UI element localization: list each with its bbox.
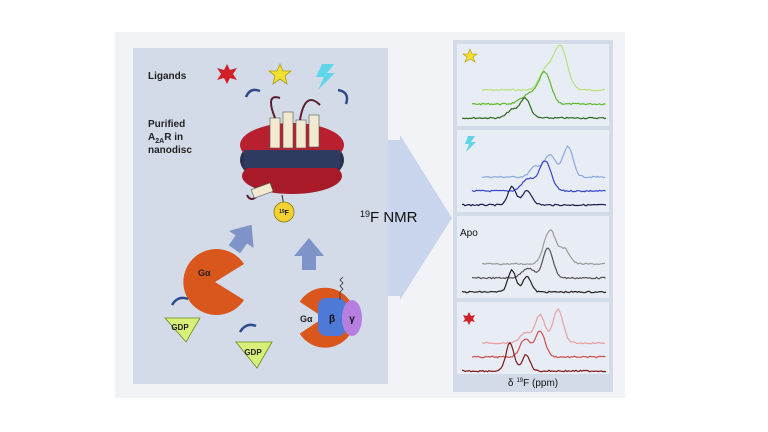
text-part: F NMR bbox=[370, 209, 418, 226]
marker-lightning bbox=[465, 136, 476, 152]
g-alpha-label: Gα bbox=[300, 314, 313, 324]
spectrum-trace bbox=[461, 268, 607, 294]
text-part: F (ppm) bbox=[523, 378, 558, 389]
up-arrow bbox=[228, 224, 254, 254]
text-part: δ bbox=[508, 378, 514, 389]
spectrum-trace bbox=[481, 229, 605, 266]
spectrum-trace bbox=[481, 308, 606, 345]
text-part: 19 bbox=[516, 378, 523, 384]
g-beta bbox=[318, 298, 346, 336]
spectra-box bbox=[457, 216, 609, 298]
fluorine-tag-label: 19F bbox=[279, 209, 290, 217]
spectra bbox=[461, 43, 607, 373]
text-part: 19 bbox=[360, 209, 370, 219]
big-arrow bbox=[388, 135, 452, 300]
g-beta-label: β bbox=[329, 314, 335, 325]
g-gamma-label: γ bbox=[349, 314, 355, 325]
spectra-box bbox=[457, 130, 609, 212]
fluorine-tag bbox=[273, 201, 295, 223]
g-alpha-free bbox=[183, 249, 244, 315]
text-part: R in bbox=[164, 132, 183, 143]
spectrum-trace bbox=[461, 341, 607, 373]
gdp-bound bbox=[235, 341, 273, 369]
text-part: Purified bbox=[148, 119, 185, 130]
text-part: A bbox=[148, 132, 155, 143]
spectrum-trace bbox=[461, 185, 607, 207]
g-gamma bbox=[342, 300, 362, 336]
text-part: nanodisc bbox=[148, 145, 192, 156]
gdp-label: GDP bbox=[244, 348, 262, 357]
curved-arrow bbox=[337, 88, 349, 105]
g-alpha-label: Gα bbox=[198, 268, 211, 278]
receptor-label: Purified A2AR in nanodisc bbox=[148, 119, 192, 156]
ligand-red-star bbox=[217, 64, 237, 84]
curved-arrow bbox=[170, 296, 189, 306]
spectrum-trace bbox=[471, 160, 606, 193]
gdp-free bbox=[164, 317, 201, 343]
text-part: 19 bbox=[279, 209, 285, 215]
spectrum-trace bbox=[481, 43, 606, 92]
ligand-yellow-star bbox=[267, 62, 293, 85]
spectrum-trace bbox=[461, 96, 607, 120]
nanodisc bbox=[240, 96, 344, 207]
text-part: F bbox=[285, 210, 290, 217]
marker-red-star bbox=[463, 312, 475, 325]
gdp-label: GDP bbox=[171, 323, 189, 332]
text-part: 2A bbox=[155, 138, 164, 145]
curved-arrow bbox=[244, 88, 261, 98]
spectrum-trace bbox=[471, 330, 606, 359]
apo-label: Apo bbox=[460, 228, 478, 239]
marker-star bbox=[462, 48, 478, 63]
ligand-lightning bbox=[316, 64, 335, 90]
spectrum-trace bbox=[471, 247, 606, 280]
up-arrow bbox=[294, 238, 324, 270]
nmr-label: 19F NMR bbox=[360, 209, 418, 226]
ligands-label: Ligands bbox=[148, 71, 187, 82]
spectrum-trace bbox=[471, 70, 606, 106]
spectra-box bbox=[457, 302, 609, 374]
lipid-anchor bbox=[339, 276, 344, 300]
curved-arrow bbox=[238, 323, 257, 333]
axis-label: δ 19F (ppm) bbox=[508, 378, 558, 389]
